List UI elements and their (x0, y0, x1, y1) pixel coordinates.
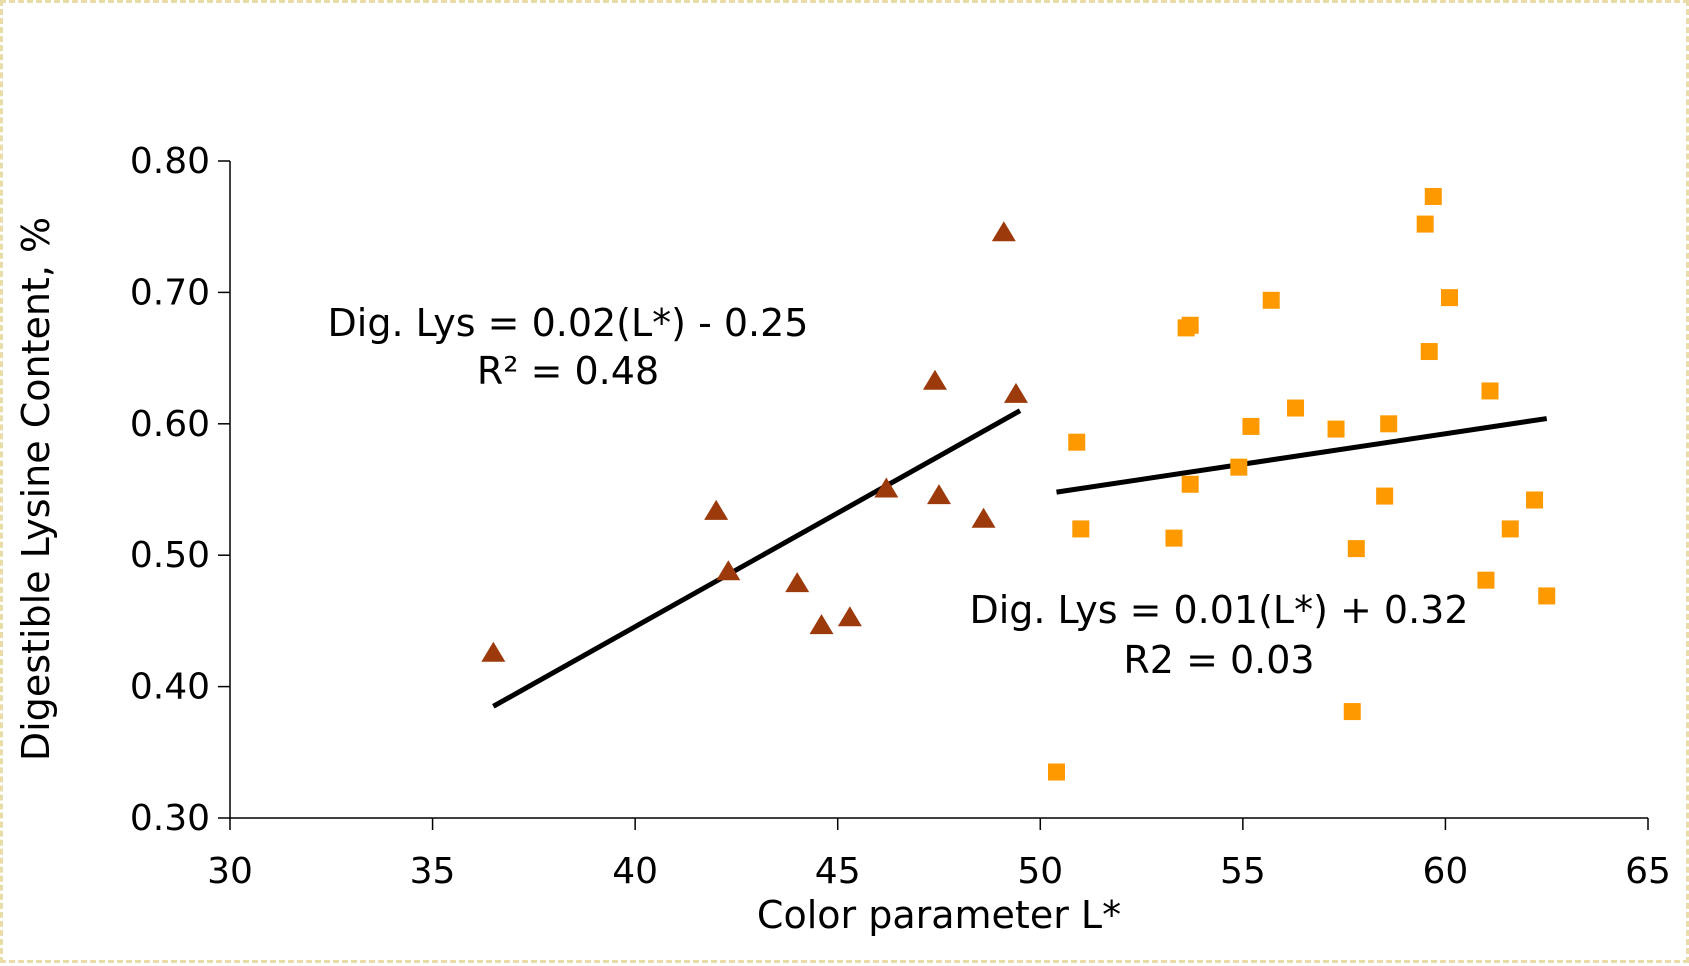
data-point-square (1380, 415, 1398, 433)
equation-1-r-squared: R² = 0.48 (477, 349, 659, 393)
data-point-square (1526, 491, 1544, 509)
x-tick-label: 65 (1625, 851, 1671, 892)
data-point-square (1481, 382, 1499, 400)
data-point-square (1327, 420, 1345, 438)
data-point-triangle (716, 560, 741, 581)
x-tick-label: 30 (207, 851, 253, 892)
x-ticks: 30 35 40 45 50 55 60 65 (207, 818, 1671, 892)
equation-annotation-2: Dig. Lys = 0.01(L*) + 0.32 R2 = 0.03 (969, 588, 1468, 682)
data-point-square (1477, 571, 1495, 589)
y-tick-label: 0.50 (130, 535, 210, 576)
data-point-triangle (837, 606, 862, 627)
trendline-series-1 (492, 408, 1022, 709)
data-point-square (1416, 215, 1434, 233)
data-point-square (1230, 458, 1248, 476)
data-point-triangle (922, 369, 947, 390)
trendline-series-2 (1056, 416, 1548, 495)
data-point-triangle (481, 641, 506, 662)
y-tick-label: 0.60 (130, 404, 210, 445)
y-tick-label: 0.80 (130, 141, 210, 182)
x-tick-label: 35 (410, 851, 456, 892)
trendlines (492, 408, 1548, 709)
axes (229, 161, 1648, 819)
y-axis-title: Digestible Lysine Content, % (14, 217, 58, 761)
y-tick-label: 0.40 (130, 667, 210, 708)
data-point-square (1440, 289, 1458, 307)
data-point-square (1165, 529, 1183, 547)
data-point-square (1068, 433, 1086, 451)
data-point-triangle (874, 477, 899, 498)
data-point-square (1181, 475, 1199, 493)
data-point-square (1181, 316, 1199, 334)
data-point-square (1262, 291, 1280, 309)
data-point-triangle (809, 614, 834, 635)
data-point-square (1287, 399, 1305, 417)
data-point-square (1376, 487, 1394, 505)
data-point-square (1072, 520, 1090, 538)
x-tick-label: 50 (1017, 851, 1063, 892)
data-point-square (1242, 417, 1260, 435)
data-point-triangle (927, 484, 951, 505)
data-point-square (1501, 520, 1519, 538)
x-tick-label: 55 (1220, 851, 1266, 892)
data-point-triangle (991, 221, 1016, 242)
x-axis-title: Color parameter L* (757, 893, 1121, 937)
y-tick-label: 0.30 (130, 798, 210, 839)
equation-1-formula: Dig. Lys = 0.02(L*) - 0.25 (328, 301, 809, 345)
equation-annotation-1: Dig. Lys = 0.02(L*) - 0.25 R² = 0.48 (328, 301, 809, 393)
data-point-square (1538, 587, 1556, 605)
data-point-triangle (1003, 382, 1028, 403)
x-tick-label: 60 (1423, 851, 1469, 892)
x-tick-label: 45 (815, 851, 861, 892)
data-points (481, 187, 1556, 781)
data-point-square (1347, 540, 1365, 558)
equation-2-r-squared: R2 = 0.03 (1123, 638, 1314, 682)
data-point-square (1420, 343, 1438, 361)
data-point-triangle (785, 572, 810, 593)
scatter-chart: 0.30 0.40 0.50 0.60 0.70 0.80 30 35 40 45 50 55 60 6… (14, 141, 1671, 937)
data-point-triangle (704, 499, 729, 520)
x-tick-label: 40 (612, 851, 658, 892)
data-point-square (1424, 187, 1442, 205)
equation-2-formula: Dig. Lys = 0.01(L*) + 0.32 (969, 588, 1468, 632)
y-ticks: 0.30 0.40 0.50 0.60 0.70 0.80 (130, 141, 230, 839)
data-point-square (1047, 763, 1065, 781)
data-point-triangle (971, 507, 996, 528)
y-tick-label: 0.70 (130, 272, 210, 313)
data-point-square (1343, 703, 1361, 721)
